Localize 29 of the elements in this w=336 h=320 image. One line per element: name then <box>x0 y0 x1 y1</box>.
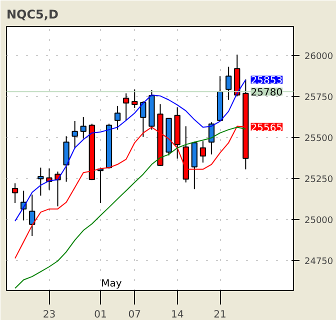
candlestick <box>140 100 146 138</box>
candlestick <box>200 140 206 164</box>
ref-line-label: 25780 <box>250 88 283 99</box>
candlestick <box>123 92 130 121</box>
candlestick <box>63 136 70 182</box>
y-tick-label: 25250 <box>304 174 334 185</box>
x-tick-label: 21 <box>214 310 226 320</box>
y-tick-label: 24750 <box>304 256 334 267</box>
y-tick-label: 25750 <box>304 93 334 104</box>
candlestick <box>132 88 138 108</box>
x-tick-label: 14 <box>170 310 184 320</box>
y-tick-label: 25000 <box>304 216 334 226</box>
candlestick <box>12 182 18 204</box>
candlestick <box>38 167 44 196</box>
line-series <box>14 79 246 222</box>
annotation: May <box>101 278 122 290</box>
candlestick <box>72 120 78 150</box>
y-tick-label: 25500 <box>304 134 334 144</box>
data-label: 25853 <box>250 76 283 87</box>
candlestick <box>80 116 86 140</box>
chart-title: NQC5,D <box>6 8 58 22</box>
data-label: 25565 <box>250 122 283 134</box>
candlestick <box>226 66 232 100</box>
x-tick-label: 07 <box>128 310 141 320</box>
x-tick-label: 23 <box>42 310 56 320</box>
y-tick-label: 26000 <box>304 52 334 62</box>
candlestick <box>29 194 36 236</box>
candlestick <box>114 105 121 130</box>
x-tick-label: 01 <box>94 310 107 320</box>
